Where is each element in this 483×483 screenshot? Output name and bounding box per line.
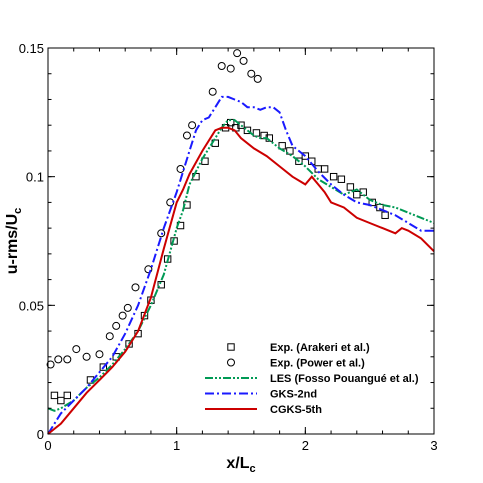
data-point-square bbox=[301, 152, 310, 160]
legend-label: Exp. (Power et al.) bbox=[270, 358, 365, 370]
data-point-square bbox=[243, 126, 252, 135]
data-point-square bbox=[286, 147, 294, 155]
data-point-square bbox=[346, 183, 355, 191]
legend-item: Exp. (Arakeri et al.) bbox=[227, 342, 370, 354]
legend-label: LES (Fosso Pouangué et al.) bbox=[270, 373, 419, 385]
x-tick-label: 0 bbox=[44, 438, 51, 453]
data-point-circle bbox=[72, 345, 81, 354]
legend-item: CGKS-5th bbox=[205, 404, 322, 416]
y-tick-label: 0.1 bbox=[26, 170, 44, 185]
plot-series bbox=[46, 49, 435, 435]
data-point-circle bbox=[239, 56, 248, 65]
data-point-circle bbox=[157, 229, 166, 238]
data-point-circle bbox=[105, 332, 114, 341]
x-axis-title: x/Lc bbox=[226, 455, 255, 475]
legend-label: Exp. (Arakeri et al.) bbox=[270, 342, 370, 354]
legend-circle-swatch bbox=[227, 358, 235, 367]
data-point-square bbox=[50, 391, 59, 400]
data-point-square bbox=[57, 396, 65, 405]
series-3 bbox=[47, 95, 434, 435]
series-line-3 bbox=[47, 95, 434, 435]
legend-label: CGKS-5th bbox=[270, 404, 322, 416]
data-point-square bbox=[295, 157, 303, 165]
x-axis-title-subscript: c bbox=[250, 463, 256, 475]
data-point-circle bbox=[188, 121, 197, 130]
series-line-2 bbox=[47, 119, 435, 412]
data-point-circle bbox=[226, 64, 235, 73]
x-tick-label: 3 bbox=[430, 438, 437, 453]
y-axis-ticks: 0 0.05 0.1 0.15 bbox=[19, 41, 434, 442]
data-point-square bbox=[320, 165, 329, 173]
data-point-square bbox=[157, 281, 165, 289]
y-axis-title-subscript: c bbox=[12, 208, 24, 214]
legend-item: LES (Fosso Pouangué et al.) bbox=[205, 373, 419, 385]
x-axis-ticks: 0 1 2 3 bbox=[44, 48, 438, 453]
legend-item: Exp. (Power et al.) bbox=[227, 358, 365, 370]
data-point-square bbox=[63, 391, 71, 400]
data-point-square bbox=[170, 237, 178, 245]
legend-label: GKS-2nd bbox=[270, 389, 317, 401]
x-tick-label: 1 bbox=[173, 438, 180, 453]
x-tick-label: 2 bbox=[302, 438, 309, 453]
data-point-circle bbox=[182, 131, 191, 140]
data-point-square bbox=[99, 363, 108, 371]
data-point-circle bbox=[217, 62, 226, 71]
data-point-circle bbox=[95, 350, 104, 359]
data-point-circle bbox=[253, 74, 262, 83]
y-axis-title: u-rms/Uc bbox=[4, 208, 24, 275]
legend: Exp. (Arakeri et al.) Exp. (Power et al.)… bbox=[205, 342, 419, 416]
series-line-4 bbox=[47, 126, 435, 435]
y-tick-label: 0.05 bbox=[19, 298, 44, 313]
data-point-circle bbox=[46, 360, 55, 369]
data-point-circle bbox=[54, 355, 63, 364]
legend-item: GKS-2nd bbox=[205, 389, 317, 401]
data-point-circle bbox=[131, 283, 140, 292]
data-point-circle bbox=[123, 303, 132, 312]
data-point-circle bbox=[144, 265, 153, 274]
data-point-circle bbox=[208, 87, 217, 96]
y-tick-label: 0.15 bbox=[19, 41, 44, 56]
series-4 bbox=[47, 126, 435, 435]
data-point-circle bbox=[233, 49, 242, 58]
data-point-circle bbox=[82, 352, 91, 361]
data-point-circle bbox=[118, 311, 127, 320]
data-point-circle bbox=[247, 69, 256, 78]
legend-square-swatch bbox=[227, 343, 235, 351]
data-point-square bbox=[337, 175, 346, 183]
y-tick-label: 0 bbox=[37, 427, 44, 442]
data-point-circle bbox=[112, 321, 121, 330]
data-point-square bbox=[329, 172, 338, 181]
plot-frame bbox=[47, 47, 435, 435]
series-2 bbox=[47, 119, 435, 412]
data-point-circle bbox=[63, 355, 72, 364]
data-point-square bbox=[237, 121, 245, 129]
